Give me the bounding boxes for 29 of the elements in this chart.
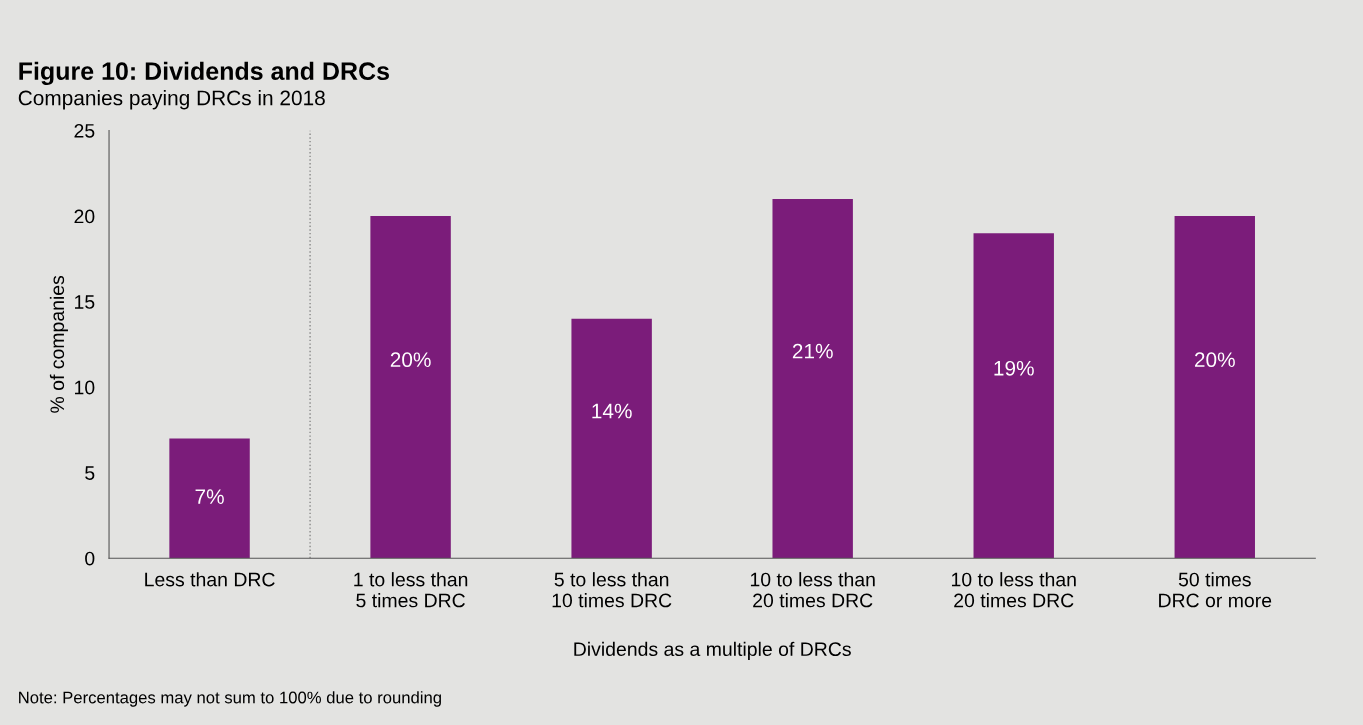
bar (370, 216, 451, 559)
y-axis-title: % of companies (49, 275, 68, 413)
data-label: 19% (994, 360, 1034, 376)
text: Note: Percentages may not sum to 100% due to rounding (19, 691, 441, 707)
y-tick-label: 15 (75, 295, 95, 309)
y-tick-label: 5 (85, 466, 95, 480)
data-label: 7% (195, 489, 224, 504)
y-tick-label: 0 (85, 551, 95, 566)
bar (973, 233, 1054, 559)
x-tick-label: 50 times DRC or more (1159, 572, 1272, 608)
chart-title: Figure 10: Dividends and DRCs (19, 61, 389, 86)
data-label: 21% (792, 343, 833, 359)
y-tick-label: 20 (74, 209, 95, 224)
x-axis-title: Dividends as a multiple of DRCs (574, 641, 851, 660)
bar (1174, 216, 1255, 559)
x-tick-label: Less than DRC (145, 572, 275, 587)
bar (169, 438, 250, 559)
x-tick-label: 1 to less than 5 times DRC (354, 572, 468, 608)
chart-subtitle: Companies paying DRCs in 2018 (18, 90, 325, 110)
y-tick-label: 25 (74, 123, 95, 138)
bar (571, 318, 652, 559)
bar (772, 198, 853, 559)
x-tick-label: 10 to less than 20 times DRC (951, 572, 1076, 608)
data-label: 20% (1194, 352, 1235, 368)
data-label: 20% (390, 352, 431, 368)
y-tick-label: 10 (75, 380, 95, 395)
x-tick-label: 5 to less than 10 times DRC (552, 572, 672, 608)
x-tick-label: 10 to less than 20 times DRC (750, 572, 875, 608)
data-label: 14% (592, 403, 632, 419)
